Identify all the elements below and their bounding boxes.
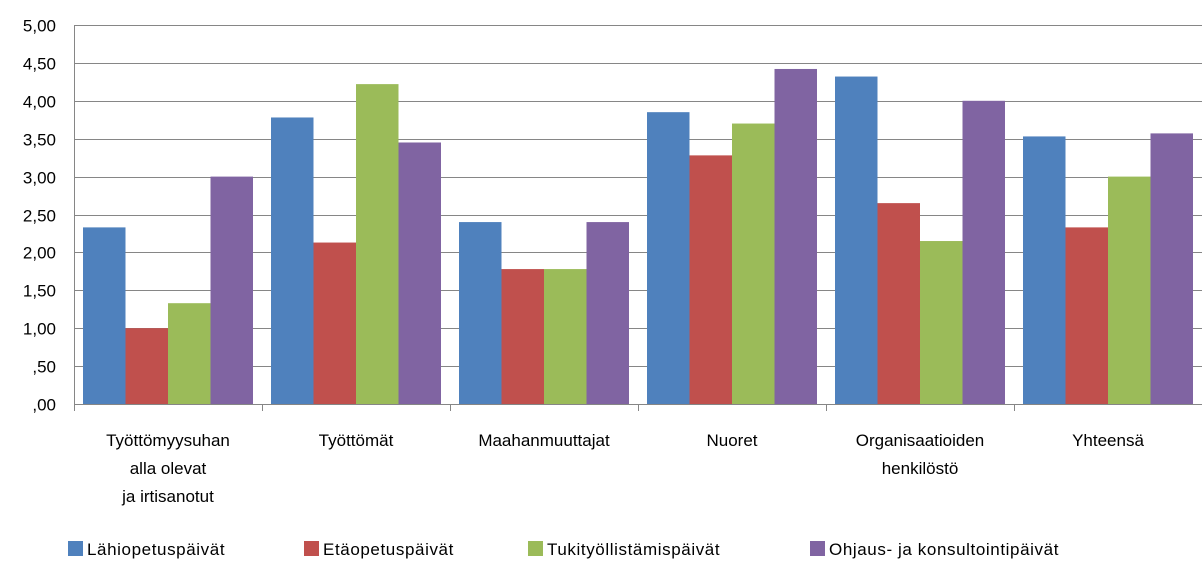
legend-swatch [68,541,83,556]
legend-swatch [810,541,825,556]
y-tick-label: 2,50 [23,207,56,226]
bar [544,269,587,404]
bar [313,242,356,404]
bar [356,84,399,405]
legend-item: Tukityöllistämispäivät [528,540,720,559]
bar [83,227,126,404]
bar [1023,136,1066,404]
gridlines [74,25,1202,405]
bar [1150,133,1193,405]
bar [774,68,817,405]
legend-swatch [528,541,543,556]
bar [459,222,502,404]
x-category-label: Maahanmuuttajat [478,431,610,450]
bar [271,117,314,404]
bar [835,76,878,404]
legend-label: Etäopetuspäivät [323,540,454,559]
legend-item: Lähiopetuspäivät [68,540,225,559]
legend-label: Tukityöllistämispäivät [547,540,720,559]
bar [920,241,963,404]
y-tick-label: ,00 [32,396,56,415]
bar [689,155,732,404]
y-tick-label: ,50 [32,358,56,377]
bar [125,328,168,404]
bar [168,303,211,404]
bars [83,68,1193,405]
legend-label: Lähiopetuspäivät [87,540,225,559]
y-tick-label: 2,00 [23,244,56,263]
bar [1108,176,1151,404]
y-tick-label: 3,50 [23,131,56,150]
x-category-label: Nuoret [706,431,757,450]
legend-label: Ohjaus- ja konsultointipäivät [829,540,1059,559]
bar [647,112,690,405]
legend-item: Etäopetuspäivät [304,540,454,559]
y-tick-label: 1,00 [23,320,56,339]
y-tick-label: 4,50 [23,55,56,74]
bar [962,100,1005,405]
y-tick-label: 4,00 [23,93,56,112]
bar [732,123,775,404]
legend-swatch [304,541,319,556]
x-category-label: Työttömyysuhan alla olevat ja irtisanotut [106,431,230,506]
bar [1065,227,1108,404]
x-category-label: Organisaatioiden henkilöstö [856,431,985,478]
y-tick-label: 5,00 [23,17,56,36]
legend: Lähiopetuspäivät Etäopetuspäivät Tukityöll… [68,540,1059,559]
bar [210,176,253,404]
x-category-label: Yhteensä [1072,431,1144,450]
bar [586,222,629,404]
bar [398,142,441,405]
bar [877,203,920,404]
bar [501,269,544,404]
x-category-label: Työttömät [319,431,394,450]
x-axis [74,404,1202,411]
x-axis-category-labels: Työttömyysuhan alla olevat ja irtisanotut T… [106,431,1144,506]
legend-item: Ohjaus- ja konsultointipäivät [810,540,1059,559]
y-tick-label: 1,50 [23,282,56,301]
y-axis-tick-labels: ,00 ,50 1,00 1,50 2,00 2,50 3,00 3,50 4,00 4,50 5,… [23,17,56,415]
y-tick-label: 3,00 [23,169,56,188]
